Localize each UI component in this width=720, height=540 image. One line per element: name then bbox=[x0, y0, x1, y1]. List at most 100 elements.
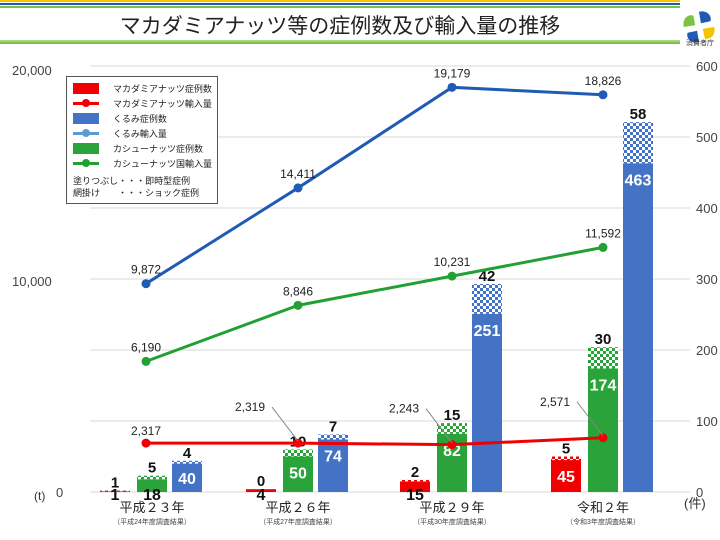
right-tick-label: 300 bbox=[696, 272, 718, 287]
line-data-label: 2,317 bbox=[131, 424, 161, 438]
line-data-label: 18,826 bbox=[585, 74, 622, 88]
legend-swatch bbox=[73, 159, 99, 167]
bar-immediate-label: 18 bbox=[143, 487, 161, 504]
title-underline bbox=[0, 40, 680, 44]
category-sublabel: （平成27年度調査結果） bbox=[259, 517, 337, 526]
legend-swatch bbox=[73, 99, 99, 107]
bar-shock-label: 30 bbox=[595, 331, 612, 348]
bar-immediate bbox=[283, 456, 313, 492]
header-stripes bbox=[0, 0, 680, 8]
category-label: 平成２９年 bbox=[419, 500, 484, 515]
bar-shock bbox=[137, 475, 167, 480]
line-data-label: 9,872 bbox=[131, 263, 161, 277]
line-data-label: 2,571 bbox=[540, 395, 570, 409]
left-axis-unit: (t) bbox=[34, 489, 45, 503]
left-tick-label: 0 bbox=[56, 485, 63, 500]
right-tick-label: 100 bbox=[696, 414, 718, 429]
series-point bbox=[598, 90, 608, 100]
left-tick-label: 20,000 bbox=[12, 63, 52, 78]
bar-immediate bbox=[318, 439, 348, 492]
page-title: マカダミアナッツ等の症例数及び輸入量の推移 bbox=[119, 15, 561, 38]
right-tick-label: 0 bbox=[696, 485, 703, 500]
series-point bbox=[141, 356, 151, 366]
line-data-label: 19,179 bbox=[434, 66, 471, 80]
line-data-label: 6,190 bbox=[131, 340, 161, 354]
agency-logo bbox=[683, 11, 715, 43]
bar-immediate-label: 4 bbox=[257, 487, 266, 504]
bar-shock-label: 4 bbox=[183, 445, 192, 462]
category-sublabel: （平成30年度調査結果） bbox=[413, 517, 491, 526]
line-data-label: 8,846 bbox=[283, 284, 313, 298]
bar-immediate-label: 82 bbox=[443, 443, 461, 460]
category-label: 平成２３年 bbox=[119, 500, 184, 515]
bar-shock bbox=[100, 490, 130, 492]
leader-line bbox=[271, 406, 299, 442]
bar-immediate-label: 40 bbox=[178, 471, 196, 488]
bar-shock bbox=[400, 479, 430, 482]
bar-shock bbox=[437, 423, 467, 434]
bar-shock-label: 42 bbox=[479, 268, 496, 285]
legend-swatch bbox=[73, 113, 99, 124]
bar-immediate-label: 50 bbox=[289, 466, 307, 483]
bar-shock-label: 15 bbox=[444, 407, 461, 424]
series-point bbox=[447, 271, 457, 281]
bar-shock-label: 1 bbox=[111, 475, 119, 492]
legend-item: カシューナッツ国輸入量 bbox=[67, 156, 217, 171]
bar-shock bbox=[318, 434, 348, 440]
bar-immediate-label: 1 bbox=[111, 487, 120, 504]
bar-shock-label: 0 bbox=[257, 473, 265, 490]
bar-shock-label: 2 bbox=[411, 464, 419, 481]
bar-immediate-label: 45 bbox=[557, 469, 575, 486]
bar-shock bbox=[551, 456, 581, 461]
legend-label: くるみ輸入量 bbox=[113, 129, 167, 139]
left-tick-label: 10,000 bbox=[12, 274, 52, 289]
line-data-label: 10,231 bbox=[434, 255, 471, 269]
bar-shock bbox=[623, 122, 653, 164]
leader-line bbox=[425, 408, 453, 443]
legend-item: くるみ症例数 bbox=[67, 111, 217, 126]
bar-immediate bbox=[551, 460, 581, 492]
bar-shock-label: 7 bbox=[329, 418, 337, 435]
right-tick-label: 400 bbox=[696, 201, 718, 216]
legend-label: マカダミアナッツ輸入量 bbox=[113, 99, 212, 109]
category-sublabel: （令和3年度調査結果） bbox=[566, 517, 640, 526]
series-point bbox=[293, 183, 303, 193]
legend-label: くるみ症例数 bbox=[113, 114, 167, 124]
right-axis-unit: (件) bbox=[684, 496, 706, 511]
bar-immediate bbox=[137, 479, 167, 492]
series-point bbox=[141, 279, 151, 289]
legend-note: 塗りつぶし・・・即時型症例 網掛け ・・・ショック症例 bbox=[67, 175, 217, 199]
legend-label: カシューナッツ症例数 bbox=[113, 144, 204, 154]
bar-immediate bbox=[400, 481, 430, 492]
bar-immediate bbox=[588, 368, 618, 492]
bar-immediate-label: 174 bbox=[590, 377, 617, 394]
category-sublabel: （平成24年度調査結果） bbox=[113, 517, 191, 526]
bar-immediate-label: 74 bbox=[324, 448, 342, 465]
legend-swatch bbox=[73, 83, 99, 94]
series-point bbox=[447, 82, 457, 92]
line-data-label: 2,319 bbox=[235, 400, 265, 414]
series-point bbox=[447, 440, 457, 450]
bar-immediate bbox=[472, 313, 502, 492]
right-tick-label: 600 bbox=[696, 59, 718, 74]
bar-immediate bbox=[246, 489, 276, 492]
series-point bbox=[293, 300, 303, 310]
bar-shock bbox=[172, 460, 202, 464]
bar-shock-label: 5 bbox=[562, 441, 570, 458]
series-line bbox=[145, 245, 604, 363]
bar-immediate bbox=[172, 463, 202, 492]
legend-note-hatched: 網掛け ・・・ショック症例 bbox=[73, 188, 200, 198]
bar-shock-label: 5 bbox=[148, 460, 156, 477]
line-data-label: 11,592 bbox=[585, 226, 621, 240]
line-data-label: 14,411 bbox=[280, 167, 316, 181]
series-point bbox=[598, 433, 608, 443]
legend-item: マカダミアナッツ輸入量 bbox=[67, 96, 217, 111]
line-data-label: 2,243 bbox=[389, 402, 419, 416]
bar-immediate-label: 15 bbox=[406, 487, 424, 504]
bar-immediate bbox=[623, 163, 653, 492]
series-point bbox=[598, 242, 608, 252]
bar-shock bbox=[588, 347, 618, 369]
bar-shock bbox=[472, 283, 502, 314]
legend-label: カシューナッツ国輸入量 bbox=[113, 159, 213, 169]
series-point bbox=[293, 438, 303, 448]
